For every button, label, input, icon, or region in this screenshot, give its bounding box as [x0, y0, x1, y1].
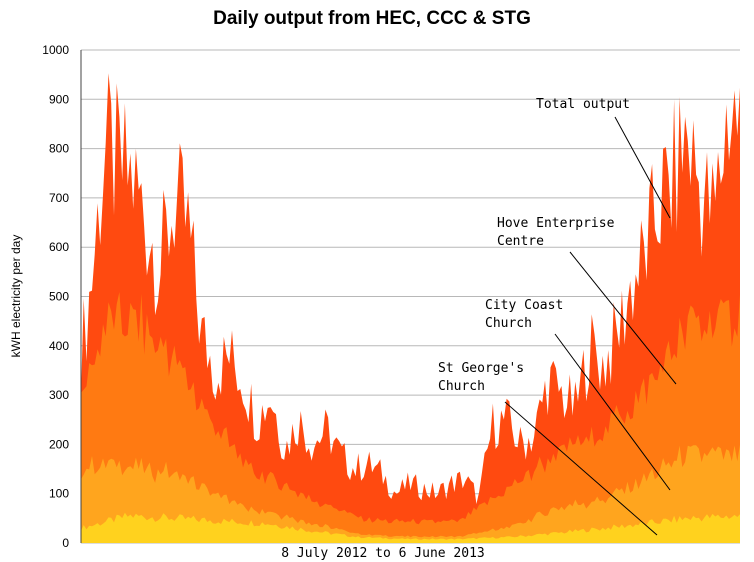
annotation-ccc: City Coast Church [485, 298, 671, 491]
annotation-stg-label-line1: St George's [438, 361, 524, 376]
area-total-output [81, 73, 740, 543]
chart-title: Daily output from HEC, CCC & STG [213, 8, 531, 29]
y-tick-label: 100 [49, 487, 69, 501]
annotation-stg: St George's Church [438, 361, 658, 536]
y-tick-label: 900 [49, 92, 69, 106]
y-tick-label: 1000 [42, 43, 69, 57]
y-tick-label: 200 [49, 437, 69, 451]
y-tick-label: 400 [49, 339, 69, 353]
annotation-hec-label-line1: Hove Enterprise [497, 216, 615, 231]
y-tick-label: 300 [49, 388, 69, 402]
annotation-ccc-label-line1: City Coast [485, 298, 563, 313]
annotation-hec-label-line2: Centre [497, 234, 544, 249]
annotation-ccc-arrow [554, 333, 671, 491]
area-city-coast-church [81, 444, 740, 543]
stacked-areas [81, 73, 740, 543]
annotation-stg-label-line2: Church [438, 379, 485, 394]
y-axis-ticks: 0 100 200 300 400 500 600 700 800 900 1000 [42, 43, 69, 550]
y-tick-label: 700 [49, 191, 69, 205]
area-st-george-s-church [81, 512, 740, 543]
annotation-ccc-label-line2: Church [485, 316, 532, 331]
y-tick-label: 500 [49, 290, 69, 304]
annotation-stg-arrow [504, 401, 658, 536]
y-axis-label: kWH electricity per day [9, 235, 23, 358]
area-hove-enterprise-centre [81, 292, 740, 543]
annotation-total-arrow [614, 116, 671, 219]
annotation-hec-arrow [569, 251, 677, 385]
annotation-total-label: Total output [536, 97, 630, 112]
y-tick-label: 600 [49, 240, 69, 254]
y-tick-label: 0 [62, 536, 69, 550]
annotation-total-output: Total output [536, 97, 671, 219]
y-tick-label: 800 [49, 142, 69, 156]
annotation-hec: Hove Enterprise Centre [497, 216, 677, 385]
x-axis-label: 8 July 2012 to 6 June 2013 [281, 546, 485, 561]
